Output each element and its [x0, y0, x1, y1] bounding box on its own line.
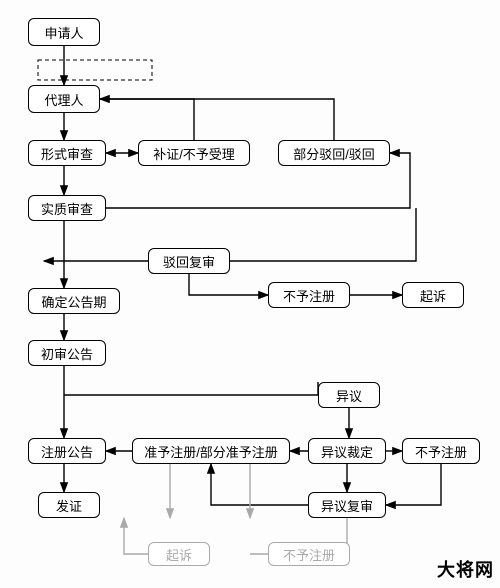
node-n11: 初审公告 [28, 340, 106, 366]
node-n17: 发证 [38, 492, 100, 518]
node-n4: 补证/不予受理 [138, 140, 250, 166]
edge-23 [211, 464, 308, 505]
edge-9 [230, 208, 416, 261]
node-n5: 部分驳回/驳回 [278, 140, 390, 166]
node-n2: 代理人 [28, 85, 100, 113]
watermark: 大将网 [437, 556, 494, 582]
node-n6: 实质审查 [28, 195, 106, 221]
node-n7: 驳回复审 [148, 248, 230, 274]
edge-26 [124, 518, 148, 554]
node-n10: 起诉 [402, 282, 464, 308]
node-n20: 不予注册 [268, 542, 350, 566]
edge-22 [386, 464, 441, 505]
edge-14 [64, 395, 349, 408]
edge-5 [100, 99, 334, 140]
node-n15: 异议裁定 [308, 438, 386, 464]
node-n18: 异议复审 [308, 492, 386, 518]
node-n16: 不予注册 [402, 438, 480, 464]
node-n9: 不予注册 [268, 282, 350, 308]
dashed-connector-box [38, 60, 152, 80]
node-n19: 起诉 [148, 542, 210, 566]
node-n3: 形式审查 [28, 140, 106, 166]
edge-4 [100, 99, 194, 140]
edge-10 [189, 274, 268, 295]
node-n8: 确定公告期 [28, 288, 120, 314]
node-n12: 异议 [318, 382, 380, 408]
node-n14: 准予注册/部分准予注册 [132, 438, 290, 464]
node-n13: 注册公告 [28, 438, 106, 464]
node-n1: 申请人 [28, 18, 100, 46]
